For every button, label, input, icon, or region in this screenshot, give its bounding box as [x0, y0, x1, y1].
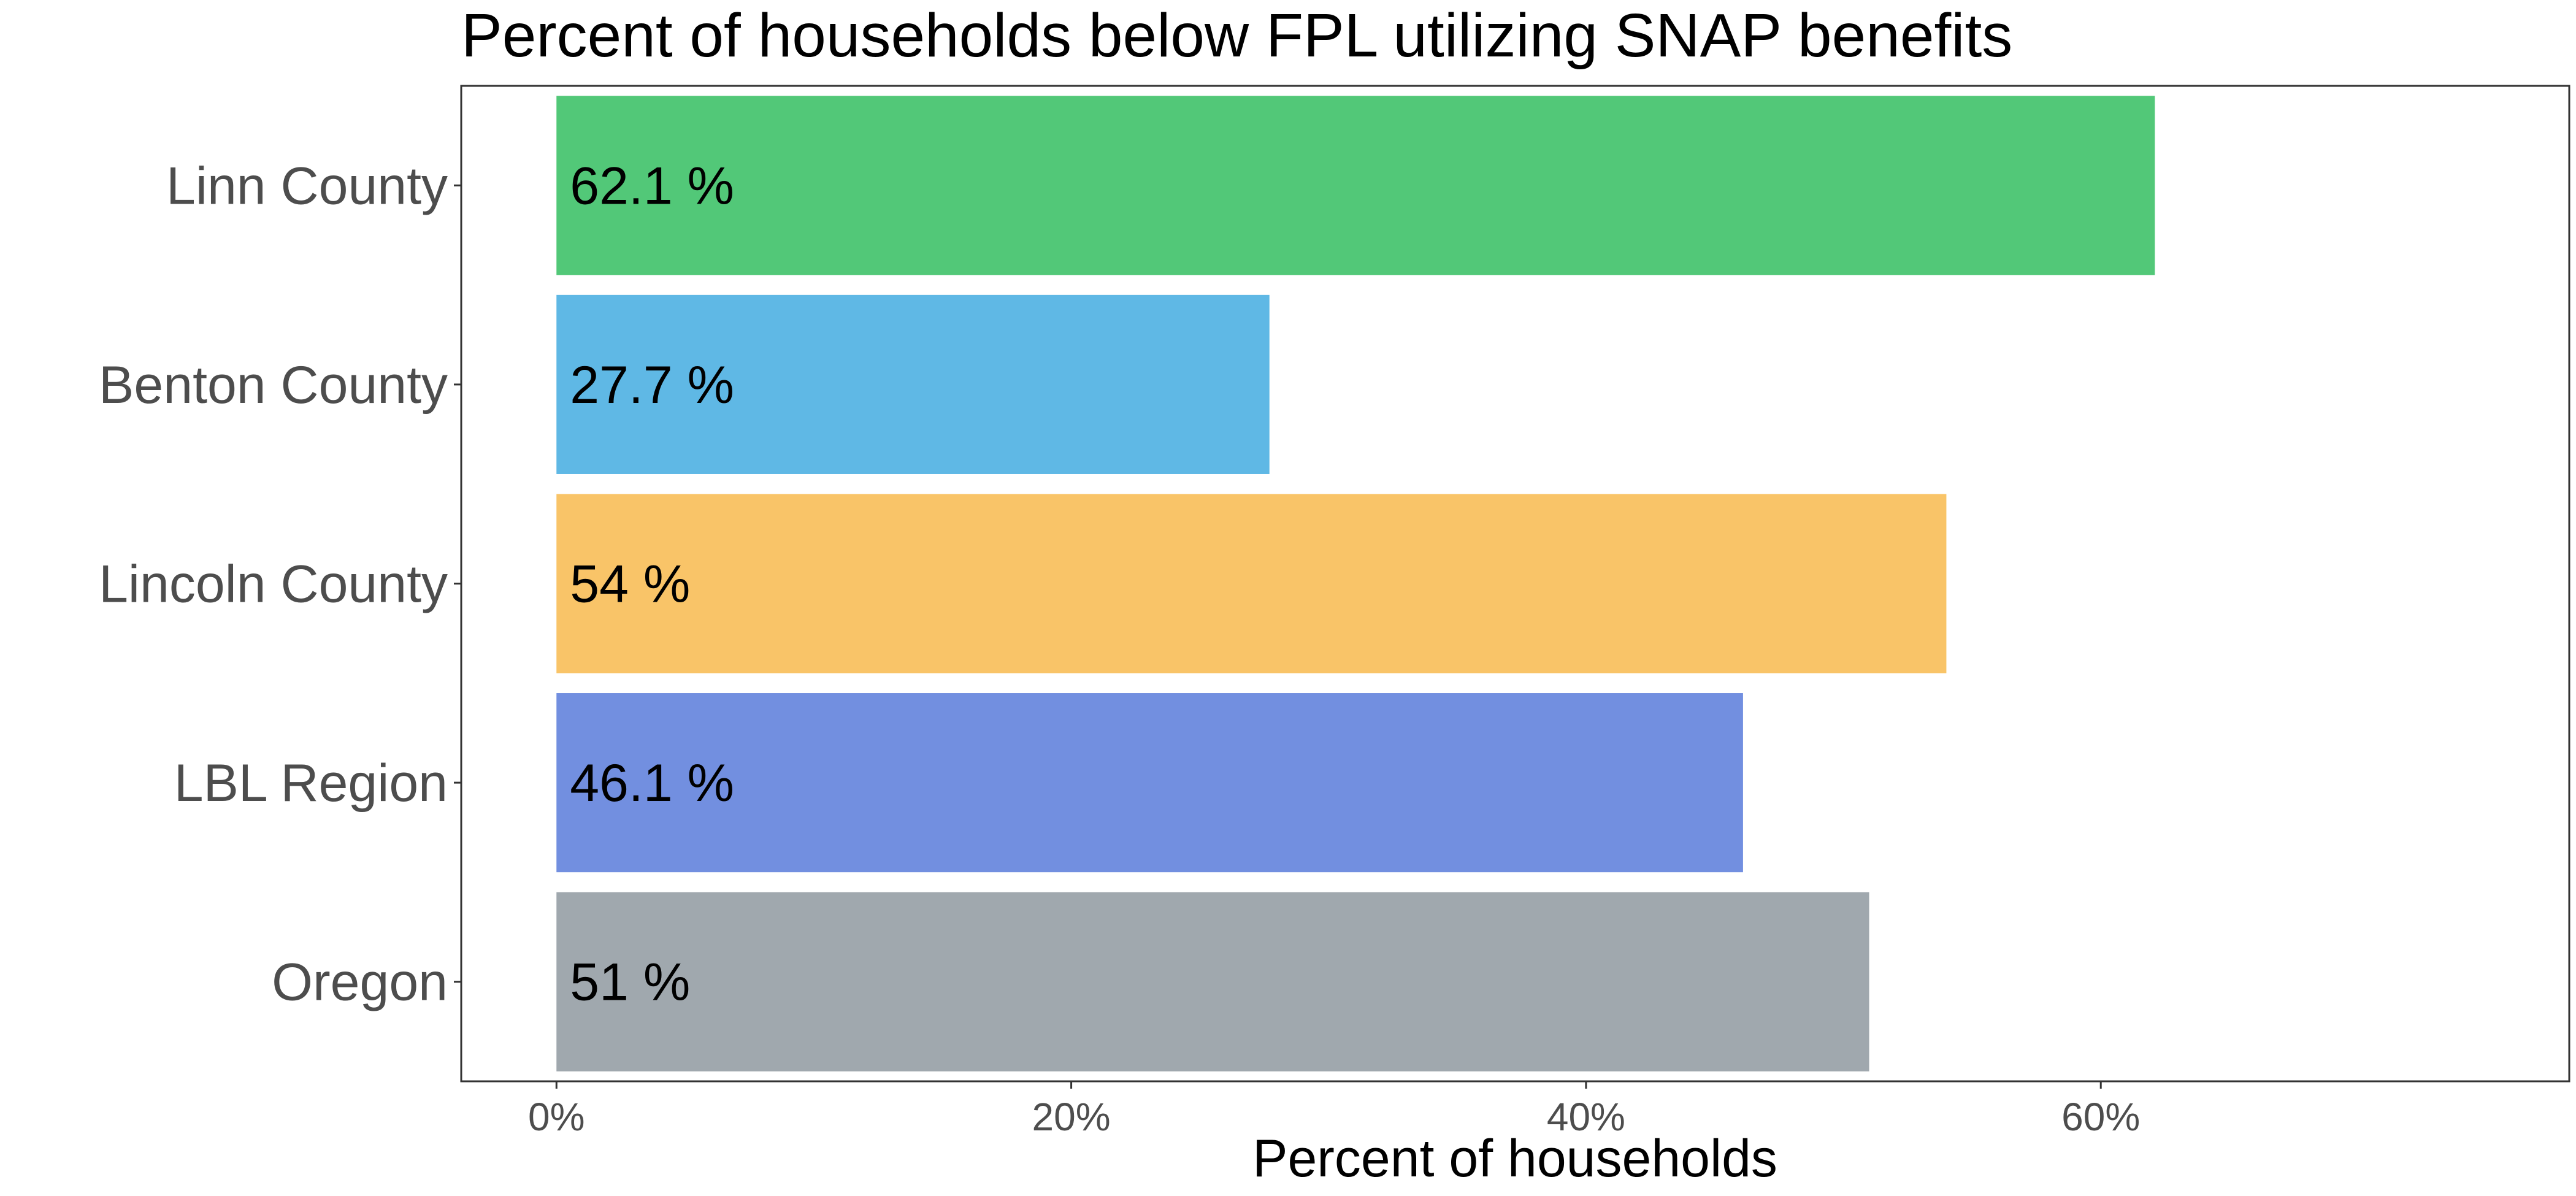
x-tick-label: 20%	[1032, 1095, 1111, 1139]
bar-value-label: 62.1 %	[570, 156, 734, 215]
bar	[556, 294, 1270, 474]
chart-title: Percent of households below FPL utilizin…	[461, 1, 2012, 70]
bar-value-label: 54 %	[570, 555, 690, 614]
category-label: LBL Region	[174, 754, 448, 813]
category-label: Linn County	[166, 156, 448, 215]
category-label: Benton County	[99, 356, 448, 415]
bar-value-label: 46.1 %	[570, 754, 734, 813]
x-axis-title: Percent of households	[1252, 1129, 1777, 1188]
bar	[556, 96, 2155, 275]
category-label: Oregon	[272, 953, 448, 1012]
category-label: Lincoln County	[99, 555, 448, 614]
bar	[556, 892, 1869, 1071]
x-tick-label: 0%	[528, 1095, 585, 1139]
y-axis: Linn County Benton County Lincoln County LB…	[99, 156, 461, 1012]
bar	[556, 693, 1743, 873]
x-axis: 0% 20% 40% 60%	[528, 1081, 2140, 1139]
bar	[556, 494, 1947, 673]
bars-group: 62.1 % 27.7 % 54 % 46.1 % 51 %	[556, 96, 2155, 1071]
x-tick-label: 60%	[2061, 1095, 2140, 1139]
bar-value-label: 27.7 %	[570, 356, 734, 415]
x-tick-label: 40%	[1547, 1095, 1625, 1139]
bar-value-label: 51 %	[570, 953, 690, 1012]
